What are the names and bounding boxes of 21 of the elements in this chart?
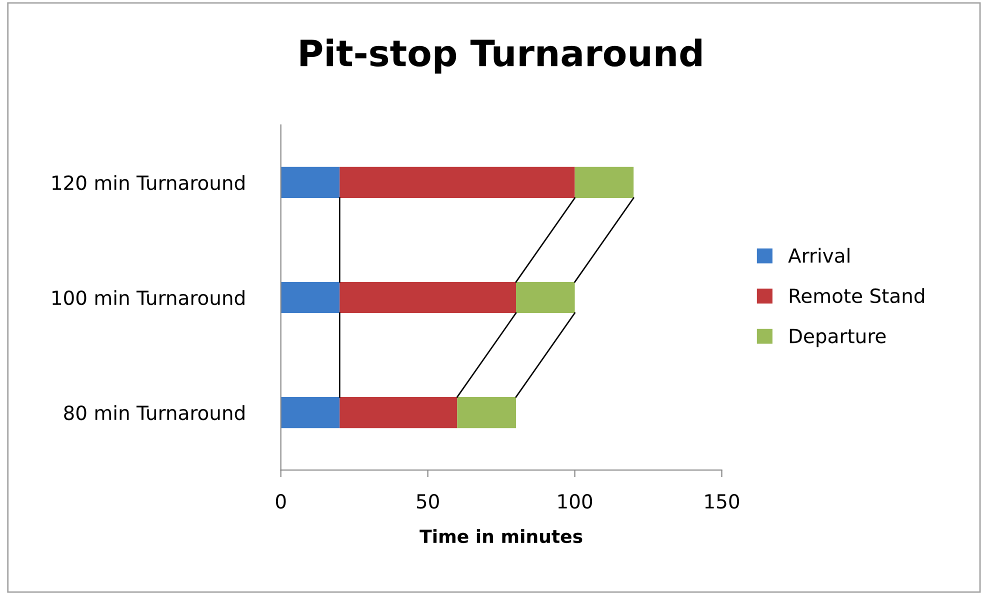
x-tick-label: 0 — [276, 494, 286, 509]
bar — [280, 166, 340, 198]
x-axis-title: Time in minutes — [420, 529, 582, 544]
bar — [340, 282, 516, 314]
x-tick-label: 150 — [705, 494, 740, 509]
bar — [457, 397, 516, 428]
chart-title: Pit-stop Turnaround — [300, 38, 702, 74]
y-tick-label: 100 min Turnaround — [52, 290, 244, 306]
y-tick-label: 80 min Turnaround — [64, 405, 244, 420]
legend-label: Arrival — [788, 248, 850, 263]
bar — [280, 282, 340, 314]
bar — [340, 397, 458, 428]
y-tick-label: 120 min Turnaround — [52, 175, 244, 190]
bar — [280, 397, 340, 428]
legend-label: Remote Stand — [790, 288, 924, 304]
bar — [516, 282, 575, 314]
x-tick-label: 50 — [416, 494, 439, 509]
legend-label: Departure — [790, 328, 886, 348]
bar — [574, 166, 634, 198]
x-tick-label: 100 — [558, 494, 592, 509]
bar — [340, 166, 575, 198]
